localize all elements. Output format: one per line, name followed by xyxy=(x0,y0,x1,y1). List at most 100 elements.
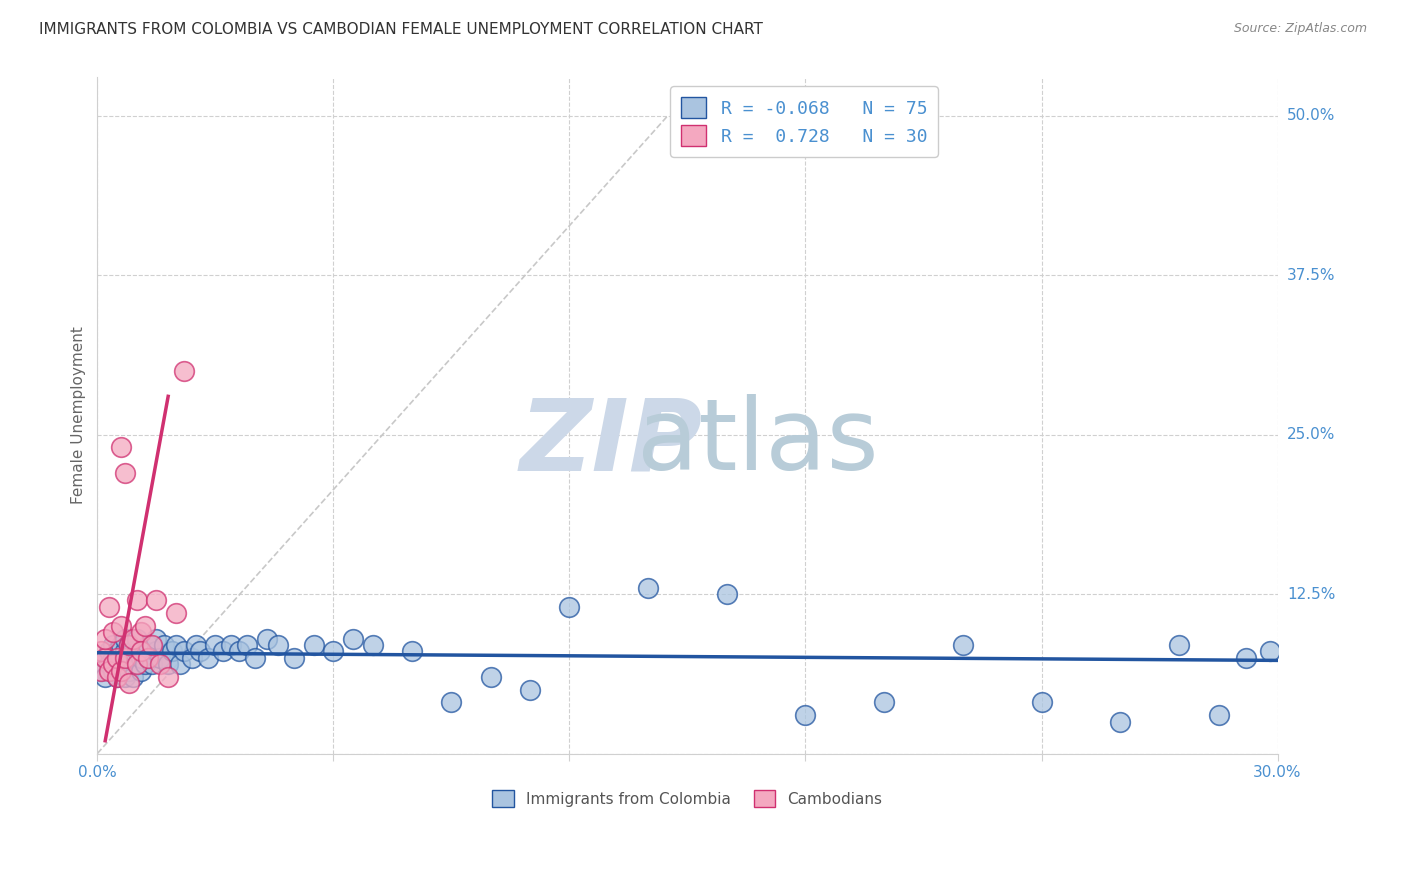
Point xyxy=(188,644,211,658)
Point xyxy=(101,638,124,652)
Point xyxy=(129,650,152,665)
Point xyxy=(952,638,974,652)
Point xyxy=(101,650,124,665)
Point xyxy=(134,619,156,633)
Point xyxy=(558,599,581,614)
Point xyxy=(637,581,659,595)
Text: Source: ZipAtlas.com: Source: ZipAtlas.com xyxy=(1233,22,1367,36)
Point xyxy=(141,657,163,672)
Point xyxy=(114,657,136,672)
Point xyxy=(228,644,250,658)
Point xyxy=(302,638,325,652)
Point xyxy=(212,644,235,658)
Point xyxy=(110,441,132,455)
Point xyxy=(138,650,160,665)
Point xyxy=(197,650,219,665)
Text: 37.5%: 37.5% xyxy=(1286,268,1336,283)
Point xyxy=(1031,696,1053,710)
Point xyxy=(145,644,167,658)
Point xyxy=(125,657,148,672)
Point xyxy=(138,638,160,652)
Point xyxy=(114,466,136,480)
Point xyxy=(94,650,117,665)
Point xyxy=(110,664,132,678)
Point xyxy=(145,593,167,607)
Point xyxy=(165,638,187,652)
Point xyxy=(243,650,266,665)
Point xyxy=(173,644,195,658)
Point xyxy=(90,664,112,678)
Point xyxy=(90,644,112,658)
Point xyxy=(101,657,124,672)
Point xyxy=(90,664,112,678)
Point xyxy=(134,657,156,672)
Point xyxy=(125,632,148,646)
Text: 25.0%: 25.0% xyxy=(1286,427,1336,442)
Point xyxy=(125,657,148,672)
Point xyxy=(105,650,128,665)
Point xyxy=(118,676,141,690)
Point xyxy=(157,670,180,684)
Point xyxy=(236,638,259,652)
Point xyxy=(1109,714,1132,729)
Point xyxy=(105,644,128,658)
Point xyxy=(114,632,136,646)
Point xyxy=(1208,708,1230,723)
Point xyxy=(173,364,195,378)
Point xyxy=(118,638,141,652)
Point xyxy=(180,650,202,665)
Legend: Immigrants from Colombia, Cambodians: Immigrants from Colombia, Cambodians xyxy=(486,783,889,814)
Y-axis label: Female Unemployment: Female Unemployment xyxy=(72,326,86,504)
Point xyxy=(157,657,180,672)
Point xyxy=(105,670,128,684)
Point xyxy=(98,644,121,658)
Point xyxy=(873,696,896,710)
Point xyxy=(105,657,128,672)
Point xyxy=(114,670,136,684)
Text: 50.0%: 50.0% xyxy=(1286,108,1336,123)
Point xyxy=(219,638,242,652)
Point xyxy=(138,650,160,665)
Point xyxy=(134,644,156,658)
Point xyxy=(110,650,132,665)
Point xyxy=(110,638,132,652)
Point xyxy=(98,664,121,678)
Point xyxy=(322,644,344,658)
Point xyxy=(98,657,121,672)
Point xyxy=(118,638,141,652)
Point xyxy=(440,696,463,710)
Point xyxy=(165,606,187,620)
Text: atlas: atlas xyxy=(637,394,879,491)
Point xyxy=(121,632,143,646)
Point xyxy=(125,644,148,658)
Point xyxy=(145,632,167,646)
Point xyxy=(1168,638,1191,652)
Text: ZIP: ZIP xyxy=(519,394,702,491)
Point xyxy=(114,644,136,658)
Point xyxy=(160,644,183,658)
Point xyxy=(204,638,226,652)
Point xyxy=(794,708,817,723)
Point xyxy=(121,670,143,684)
Point xyxy=(118,650,141,665)
Point xyxy=(98,599,121,614)
Point xyxy=(141,638,163,652)
Point xyxy=(105,670,128,684)
Point xyxy=(94,632,117,646)
Point xyxy=(110,619,132,633)
Point xyxy=(101,625,124,640)
Text: IMMIGRANTS FROM COLOMBIA VS CAMBODIAN FEMALE UNEMPLOYMENT CORRELATION CHART: IMMIGRANTS FROM COLOMBIA VS CAMBODIAN FE… xyxy=(39,22,763,37)
Point xyxy=(401,644,423,658)
Point xyxy=(153,638,176,652)
Point xyxy=(110,664,132,678)
Point xyxy=(256,632,278,646)
Point xyxy=(149,650,172,665)
Point xyxy=(479,670,502,684)
Point xyxy=(1258,644,1281,658)
Point xyxy=(342,632,364,646)
Point xyxy=(1234,650,1257,665)
Point xyxy=(283,650,305,665)
Point xyxy=(169,657,191,672)
Point xyxy=(101,664,124,678)
Point xyxy=(716,587,738,601)
